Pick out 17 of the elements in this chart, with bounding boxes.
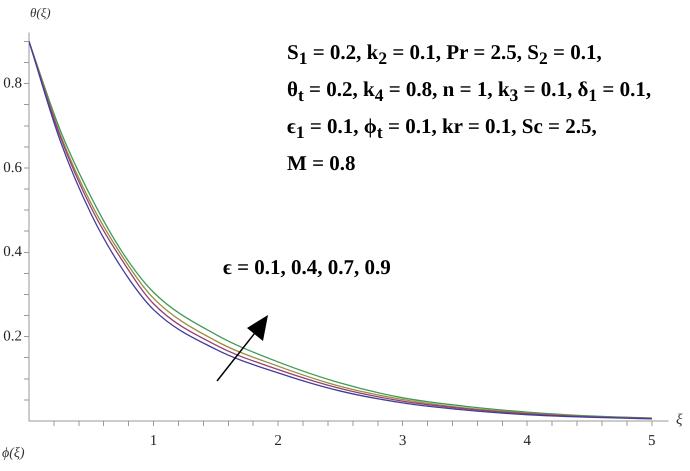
x-tick-label: 3 [398, 432, 406, 449]
x-tick-label: 1 [150, 432, 158, 449]
y-axis-title: θ(ξ) [30, 5, 51, 21]
y-tick-label: 0.4 [3, 244, 22, 260]
y-tick-label: 0.6 [3, 160, 22, 176]
y-tick-label: 0.8 [3, 76, 22, 92]
annotation: M = 0.8 [287, 151, 356, 176]
y-tick-label: 0.2 [3, 328, 22, 345]
x-tick-label: 5 [648, 432, 656, 449]
x-tick-label: 4 [523, 432, 532, 449]
annotation: ϵ = 0.1, 0.4, 0.7, 0.9 [223, 255, 391, 280]
annotation: ϵ$_{1}$ = 0.1, ϕ$_{t}$ = 0.1, kr = 0.1, Sc = 2.5, [287, 114, 597, 144]
x-axis-title: ξ [676, 412, 682, 429]
text: ϕ(ξ) [2, 446, 25, 462]
text: θ$_{t}$ = 0.2, k$_{4}$ = 0.8, n = 1, k$_{3}$ = 0.1, δ$_{1}$ = 0.1, [287, 77, 652, 106]
annotation: S$_{1}$ = 0.2, k$_{2}$ = 0.1, Pr = 2.5, S$_{2}$ = 0.1, [287, 40, 602, 70]
x-tick-label: 2 [274, 432, 282, 449]
